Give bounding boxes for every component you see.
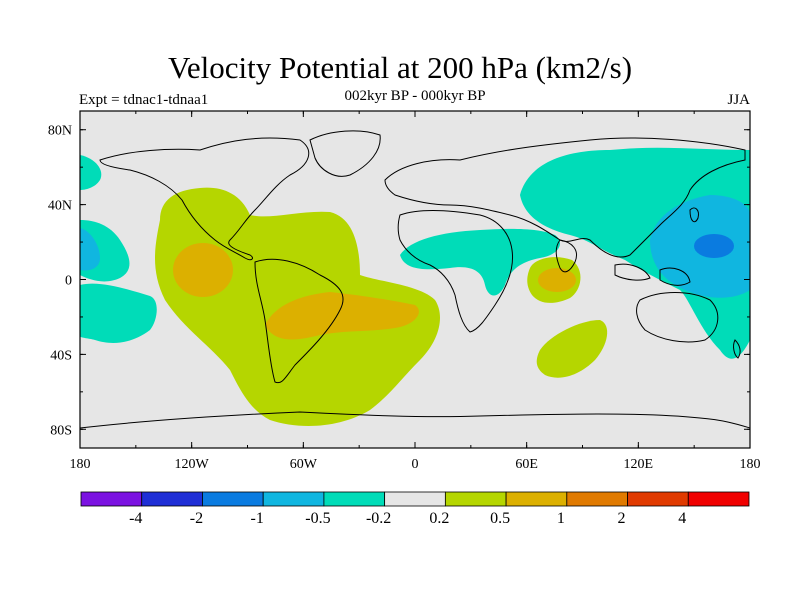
colorbar-box (566, 491, 628, 507)
lon-tick-label: 120W (175, 457, 210, 472)
colorbar-label: -1 (251, 510, 264, 527)
region-arctic-negative (80, 155, 102, 190)
experiment-label: Expt = tdnac1-tdnaa1 (79, 92, 209, 108)
lat-tick-label: 80S (50, 423, 72, 438)
page-title: Velocity Potential at 200 hPa (km2/s) (167, 50, 633, 85)
colorbar-box (323, 491, 386, 507)
colorbar-box (141, 491, 203, 507)
region-east-pacific-maximum (173, 243, 233, 297)
region-indian-ocean-maximum (538, 268, 576, 292)
colorbar-box (262, 491, 325, 507)
lon-tick-label: 120E (624, 457, 654, 472)
lat-tick-label: 0 (65, 274, 72, 289)
colorbar-label: 4 (678, 510, 686, 527)
latitude-labels: 80N 40N 0 40S 80S (48, 124, 72, 439)
colorbar-label: -2 (190, 510, 203, 527)
colorbar-box (444, 491, 507, 507)
lon-tick-label: 60E (515, 457, 538, 472)
lon-tick-label: 180 (70, 457, 91, 472)
lon-tick-label: 180 (740, 457, 761, 472)
colorbar-labels: -4 -2 -1 -0.5 -0.2 0.2 0.5 1 2 4 (129, 510, 686, 527)
colorbar-box (384, 491, 446, 507)
region-south-indian-positive (536, 320, 608, 378)
lat-tick-label: 40S (50, 348, 72, 363)
lon-tick-label: 60W (290, 457, 318, 472)
colorbar-label: 2 (618, 510, 626, 527)
colorbar-box (687, 491, 750, 507)
colorbar-label: -0.2 (366, 510, 391, 527)
season-label: JJA (727, 92, 750, 108)
axis-ticks (79, 111, 751, 448)
subtitle: 002kyr BP - 000kyr BP (344, 88, 486, 104)
colorbar-box (627, 491, 689, 507)
colorbar-label: -4 (129, 510, 142, 527)
coastlines (80, 130, 750, 429)
colorbar-label: 0.2 (429, 510, 449, 527)
lon-tick-label: 0 (412, 457, 419, 472)
lat-tick-label: 80N (48, 124, 72, 139)
colorbar-box (80, 491, 143, 507)
region-west-pacific-core (694, 234, 734, 258)
colorbar-label: -0.5 (305, 510, 330, 527)
region-south-atlantic-maximum (265, 292, 419, 340)
longitude-labels: 180 120W 60W 0 60E 120E 180 (70, 457, 761, 472)
region-central-pacific-negative (80, 283, 157, 343)
colorbar-label: 1 (557, 510, 565, 527)
region-north-africa-negative (400, 228, 560, 296)
colorbar (80, 491, 750, 507)
lat-tick-label: 40N (48, 199, 72, 214)
region-east-pacific-blue (80, 228, 100, 271)
colorbar-label: 0.5 (490, 510, 510, 527)
colorbar-box (202, 491, 264, 507)
colorbar-box (505, 491, 568, 507)
